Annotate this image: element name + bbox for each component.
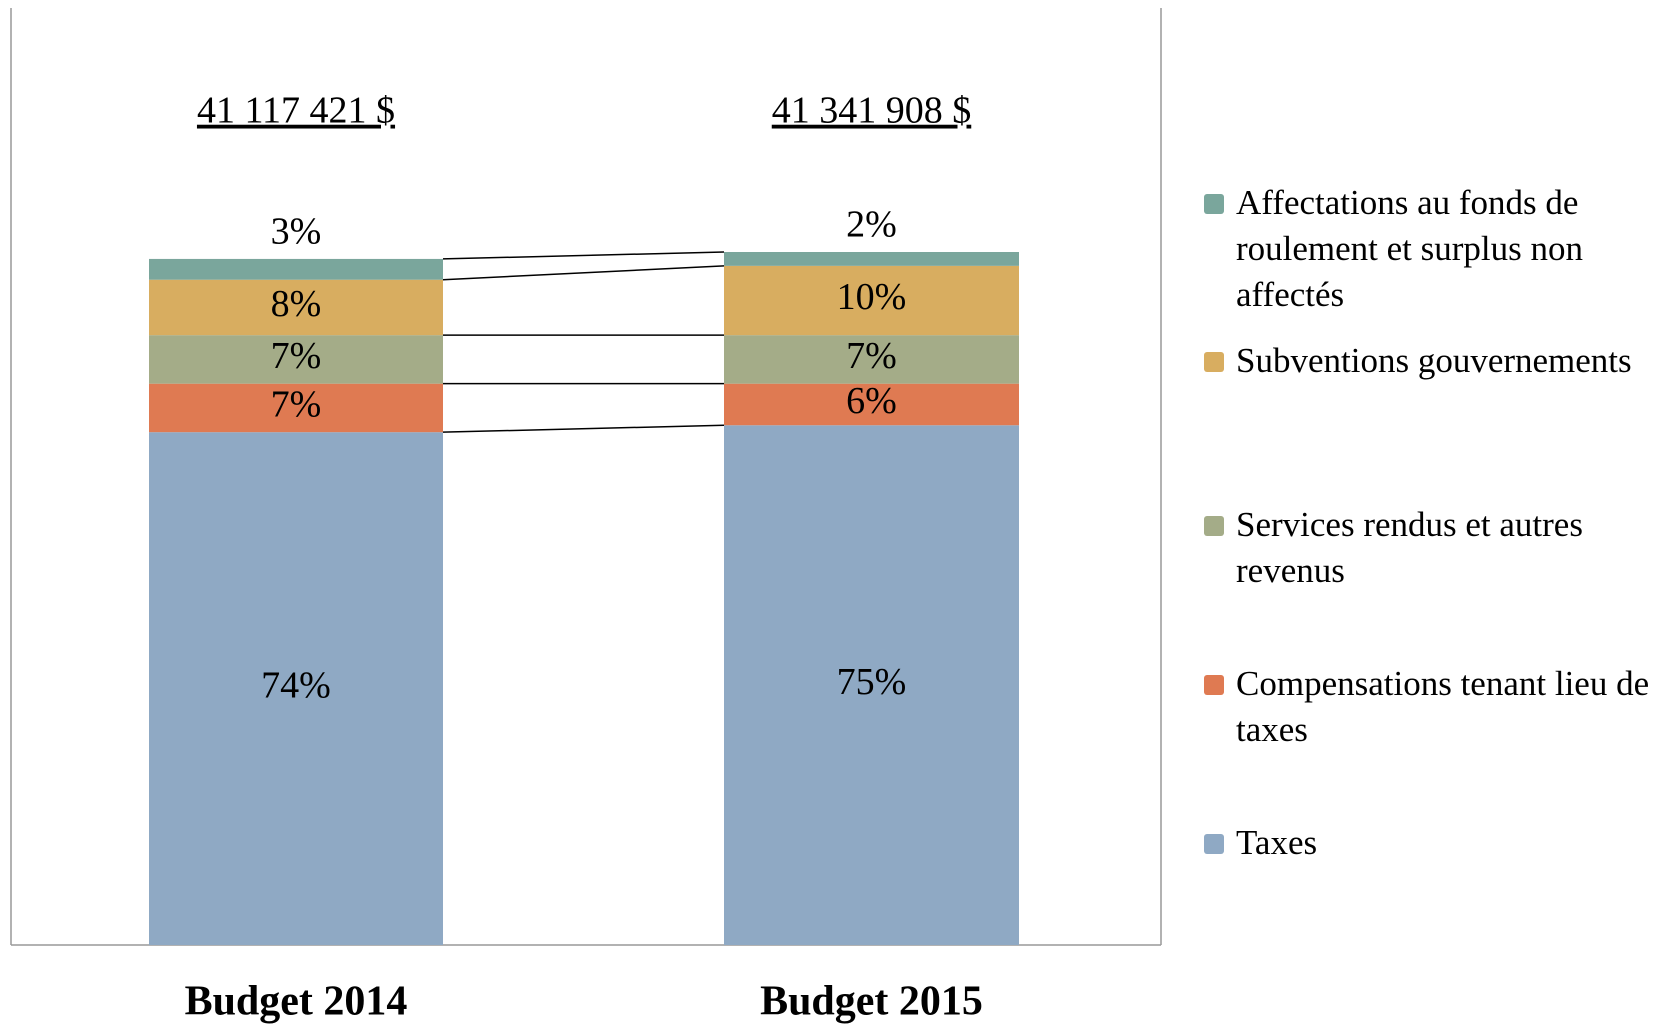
category-label: Budget 2015 [760, 979, 983, 1025]
data-label: 75% [837, 661, 907, 703]
bar-segment [724, 335, 1019, 384]
data-label: 7% [271, 384, 322, 426]
data-label: 3% [271, 211, 322, 253]
legend-swatch [1204, 516, 1224, 536]
bar-segment [149, 383, 443, 433]
legend-label: Subventions gouvernements [1236, 341, 1632, 380]
connector-line [442, 265, 725, 281]
bar-segment [724, 383, 1019, 426]
legend-entry: Compensations tenant lieu de taxes [1200, 661, 1655, 753]
data-label: 74% [261, 664, 331, 706]
legend-label: Services rendus et autres revenus [1236, 505, 1583, 590]
bar-segment [149, 258, 443, 280]
connector-line [442, 424, 725, 433]
total-annotation: 41 117 421 $ [197, 90, 395, 132]
total-annotation: 41 341 908 $ [772, 90, 972, 132]
category-label: Budget 2014 [185, 979, 408, 1025]
bar-segment [149, 335, 443, 384]
bar-segment [149, 279, 443, 336]
legend-label: Compensations tenant lieu de taxes [1236, 664, 1650, 749]
bar-segment [724, 265, 1019, 336]
legend-label: Affectations au fonds de roulement et su… [1236, 183, 1584, 314]
bar-segment [724, 425, 1019, 945]
legend-entry: Affectations au fonds de roulement et su… [1200, 180, 1655, 318]
data-label: 6% [846, 380, 897, 422]
legend-swatch [1204, 194, 1224, 214]
data-label: 7% [271, 335, 322, 377]
legend-swatch [1204, 834, 1224, 854]
data-label: 8% [271, 283, 322, 325]
data-label: 7% [846, 335, 897, 377]
legend-label: Taxes [1236, 823, 1318, 862]
bar-segment [149, 432, 443, 945]
data-label: 10% [837, 276, 907, 318]
connector-line [442, 251, 725, 260]
bar-segment [724, 252, 1019, 266]
legend-swatch [1204, 352, 1224, 372]
legend-entry: Taxes [1200, 820, 1655, 866]
data-label: 2% [846, 204, 897, 246]
legend-entry: Subventions gouvernements [1200, 338, 1655, 384]
legend-entry: Services rendus et autres revenus [1200, 502, 1655, 594]
legend-swatch [1204, 675, 1224, 695]
